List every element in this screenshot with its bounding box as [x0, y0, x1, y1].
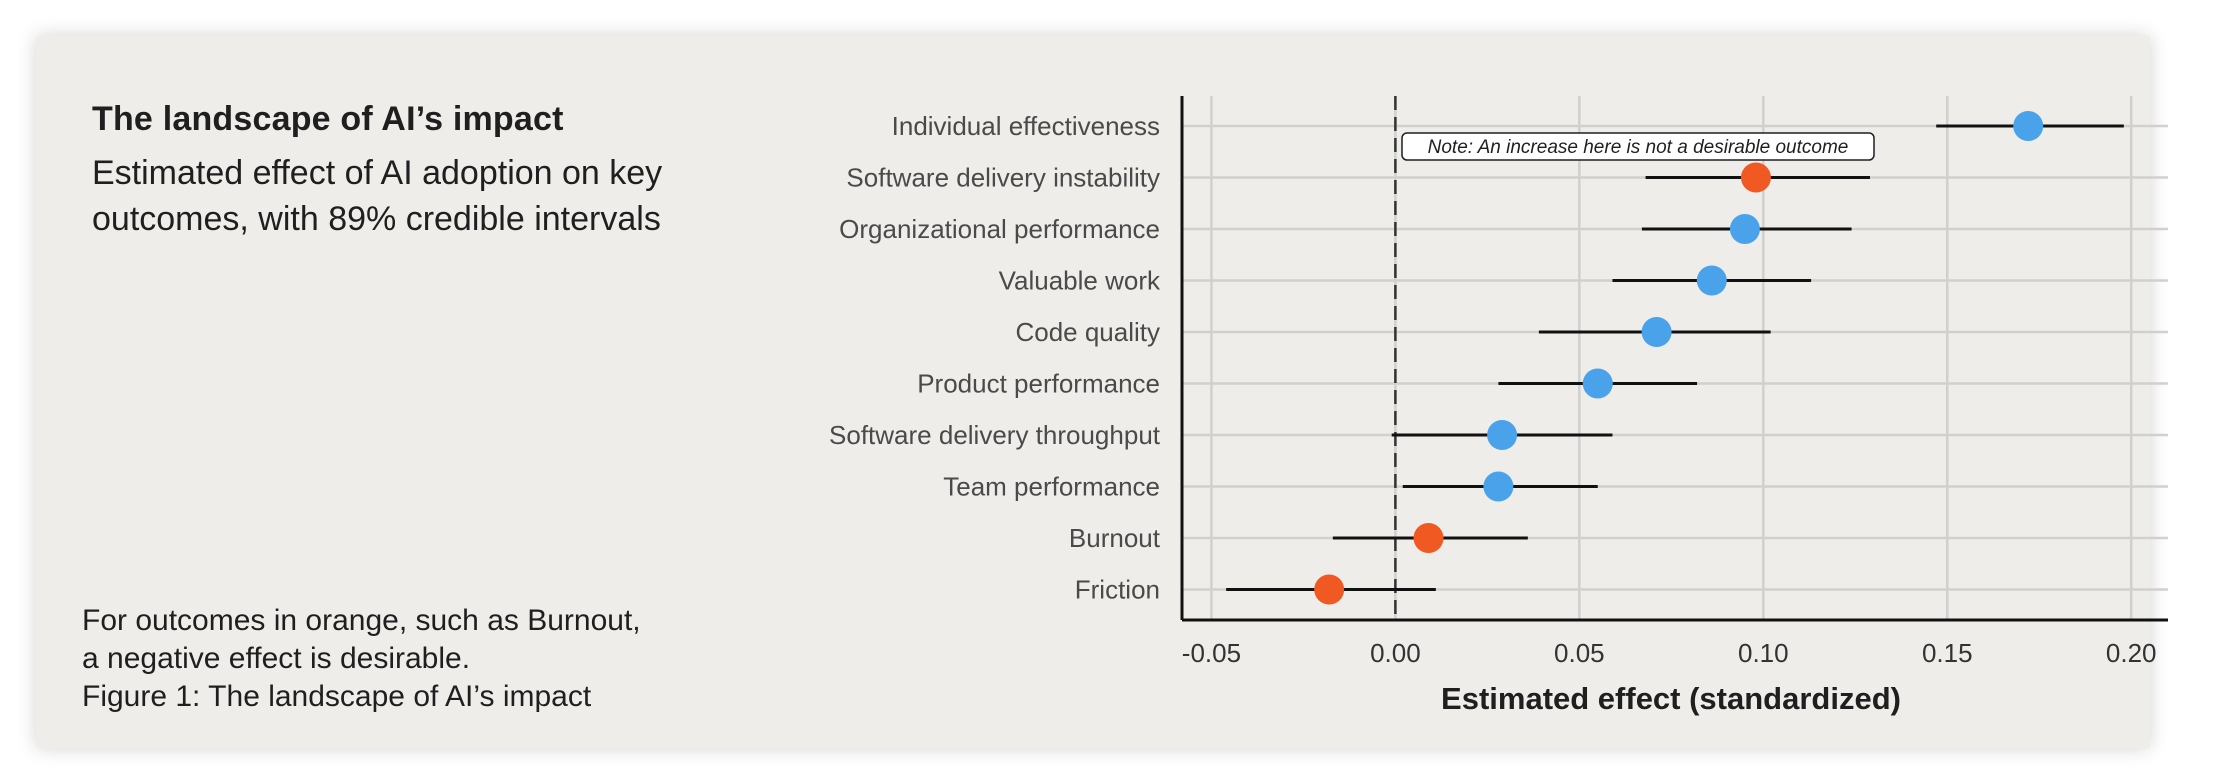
credible-intervals	[1226, 124, 2124, 591]
figure-title: The landscape of AI’s impact	[92, 100, 564, 138]
estimate-point	[1413, 523, 1444, 553]
category-labels: Individual effectiveness Software deliver…	[829, 111, 1161, 605]
x-tick-label: 0.10	[1738, 638, 1789, 668]
estimate-point	[1314, 574, 1345, 605]
estimate-point	[1740, 162, 1771, 193]
estimate-point	[1729, 214, 1760, 244]
x-tick-labels: -0.05 0.00 0.05 0.10 0.15 0.20	[1182, 638, 2157, 668]
gridlines	[1182, 96, 2168, 620]
annotation-box	[1401, 132, 1875, 161]
x-axis-label: Estimated effect (standardized)	[1441, 681, 1901, 716]
estimate-point	[2013, 111, 2044, 141]
estimate-point	[1582, 368, 1613, 399]
category-label: Team performance	[943, 472, 1160, 502]
figure-subtitle: Estimated effect of AI adoption on key o…	[92, 154, 663, 238]
footnote-line-1: For outcomes in orange, such as Burnout,	[82, 604, 641, 637]
estimate-point	[1487, 420, 1518, 450]
category-label: Product performance	[917, 369, 1160, 399]
category-label: Software delivery instability	[846, 163, 1160, 193]
x-tick-label: 0.20	[2106, 638, 2157, 668]
estimate-point	[1641, 317, 1672, 347]
estimate-point	[1483, 471, 1514, 502]
annotation-text: Note: An increase here is not a desirabl…	[1428, 137, 1849, 158]
x-tick-label: 0.00	[1370, 638, 1421, 668]
category-label: Burnout	[1069, 523, 1161, 553]
x-tick-label: 0.05	[1554, 638, 1605, 668]
annotation: Note: An increase here is not a desirabl…	[1401, 132, 1875, 161]
axes	[1180, 96, 2168, 622]
category-label: Friction	[1075, 575, 1160, 605]
estimate-point	[1696, 265, 1727, 296]
x-tick-label: -0.05	[1182, 638, 1241, 668]
figure-caption: Figure 1: The landscape of AI’s impact	[82, 680, 592, 713]
category-label: Code quality	[1015, 317, 1160, 347]
category-label: Valuable work	[999, 266, 1161, 296]
category-label: Organizational performance	[839, 214, 1160, 244]
x-tick-label: 0.15	[1922, 638, 1973, 668]
estimates	[1314, 111, 2044, 605]
category-label: Individual effectiveness	[892, 111, 1160, 141]
category-label: Software delivery throughput	[829, 420, 1161, 450]
footnote-line-2: a negative effect is desirable.	[82, 642, 471, 675]
